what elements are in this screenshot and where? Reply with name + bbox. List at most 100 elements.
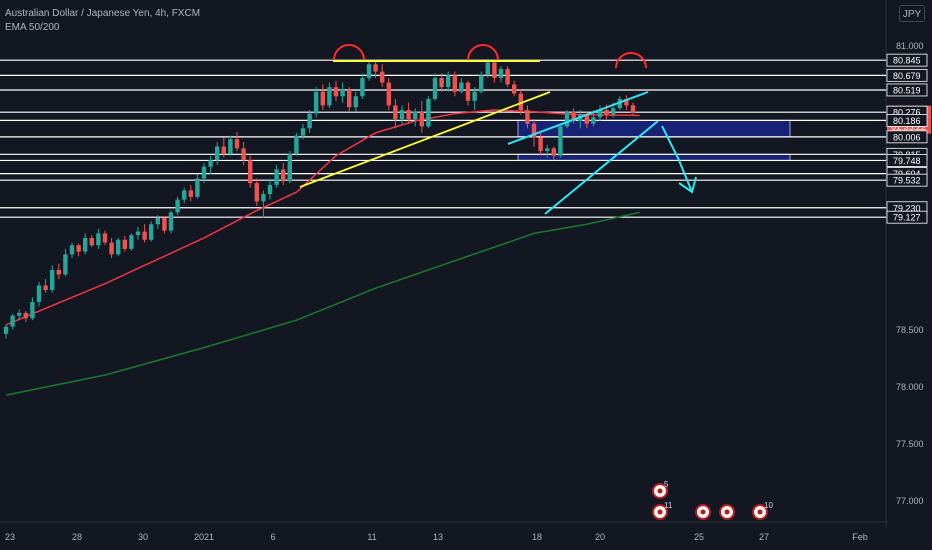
candle-body[interactable] [188,190,193,197]
candle-body[interactable] [406,109,411,120]
candle-body[interactable] [109,242,114,255]
candle-body[interactable] [307,113,312,129]
candle-body[interactable] [241,148,246,161]
candle-body[interactable] [287,153,292,182]
candle-body[interactable] [380,71,385,83]
candle-body[interactable] [63,254,68,275]
candle-body[interactable] [96,233,101,246]
candle-body[interactable] [155,217,160,225]
candle-body[interactable] [175,199,180,213]
candle-body[interactable] [611,108,616,115]
candle-body[interactable] [201,166,207,179]
candle-body[interactable] [274,169,279,185]
candle-body[interactable] [149,224,154,240]
candle-body[interactable] [360,77,365,97]
top-arc[interactable] [467,44,499,61]
candle-body[interactable] [129,235,134,249]
candle-body[interactable] [498,68,504,78]
candle-body[interactable] [10,315,15,327]
candle-body[interactable] [228,139,233,154]
candle-body[interactable] [195,178,200,197]
candle-body[interactable] [162,217,167,231]
candle-body[interactable] [551,148,556,156]
candle-body[interactable] [83,237,88,252]
candle-body[interactable] [234,139,240,149]
ema200-line[interactable] [5,211,640,396]
candle-body[interactable] [419,111,424,127]
wedge-upper-line[interactable] [507,91,649,145]
candle-body[interactable] [386,82,391,106]
candle-body[interactable] [571,111,576,121]
candle-body[interactable] [545,148,550,152]
candle-body[interactable] [116,239,121,255]
candle-body[interactable] [597,109,603,118]
candle-body[interactable] [512,84,517,94]
candle-body[interactable] [168,212,174,231]
candle-body[interactable] [452,75,457,92]
candle-body[interactable] [525,109,530,124]
candle-body[interactable] [122,239,127,249]
candle-body[interactable] [505,68,510,85]
candle-body[interactable] [459,82,464,92]
candle-body[interactable] [564,111,570,127]
candle-body[interactable] [327,87,332,106]
candle-body[interactable] [56,269,61,275]
candle-body[interactable] [248,160,253,184]
candle-body[interactable] [23,312,28,319]
top-arc[interactable] [333,44,365,61]
candle-body[interactable] [30,301,35,319]
projection-arrowhead[interactable] [678,176,697,194]
indicator-label[interactable]: EMA 50/200 [5,22,60,33]
rising-trendline[interactable] [299,91,551,188]
candle-body[interactable] [294,135,299,154]
candle-body[interactable] [43,285,48,291]
candle-body[interactable] [366,64,372,78]
candle-body[interactable] [69,245,75,255]
candle-body[interactable] [413,111,418,120]
wedge-lower-line[interactable] [544,120,659,215]
candle-body[interactable] [479,75,484,92]
candle-body[interactable] [17,312,22,316]
candle-body[interactable] [333,87,339,97]
candle-body[interactable] [630,105,636,113]
candle-body[interactable] [347,89,352,108]
candle-body[interactable] [617,99,622,109]
candle-body[interactable] [221,146,226,154]
candle-body[interactable] [89,237,94,246]
candle-body[interactable] [254,183,259,202]
candle-body[interactable] [558,126,563,156]
candle-body[interactable] [432,77,438,100]
candle-body[interactable] [393,105,398,120]
candle-body[interactable] [135,231,141,236]
candle-body[interactable] [446,75,451,88]
candle-body[interactable] [3,326,9,334]
candle-body[interactable] [604,109,609,115]
candle-body[interactable] [182,190,187,200]
candle-body[interactable] [531,123,537,138]
candle-body[interactable] [426,99,431,127]
candle-body[interactable] [591,117,596,124]
currency-button[interactable]: JPY [899,5,925,22]
candle-body[interactable] [314,91,319,114]
projection-arrow[interactable] [661,125,693,193]
candle-body[interactable] [142,231,147,240]
candle-body[interactable] [208,160,213,167]
candle-body[interactable] [281,169,286,182]
candle-body[interactable] [300,128,306,136]
candle-body[interactable] [340,89,345,97]
candle-body[interactable] [399,109,405,120]
candle-body[interactable] [485,62,490,76]
candle-body[interactable] [373,64,378,72]
candle-body[interactable] [102,233,108,243]
candle-body[interactable] [353,96,358,108]
candle-body[interactable] [320,91,325,106]
candle-body[interactable] [215,146,220,161]
candle-body[interactable] [261,194,266,202]
candle-body[interactable] [518,93,523,110]
candle-body[interactable] [472,91,477,101]
candle-body[interactable] [538,137,543,152]
candle-body[interactable] [465,82,471,101]
candle-body[interactable] [584,114,589,124]
candle-body[interactable] [36,285,42,302]
